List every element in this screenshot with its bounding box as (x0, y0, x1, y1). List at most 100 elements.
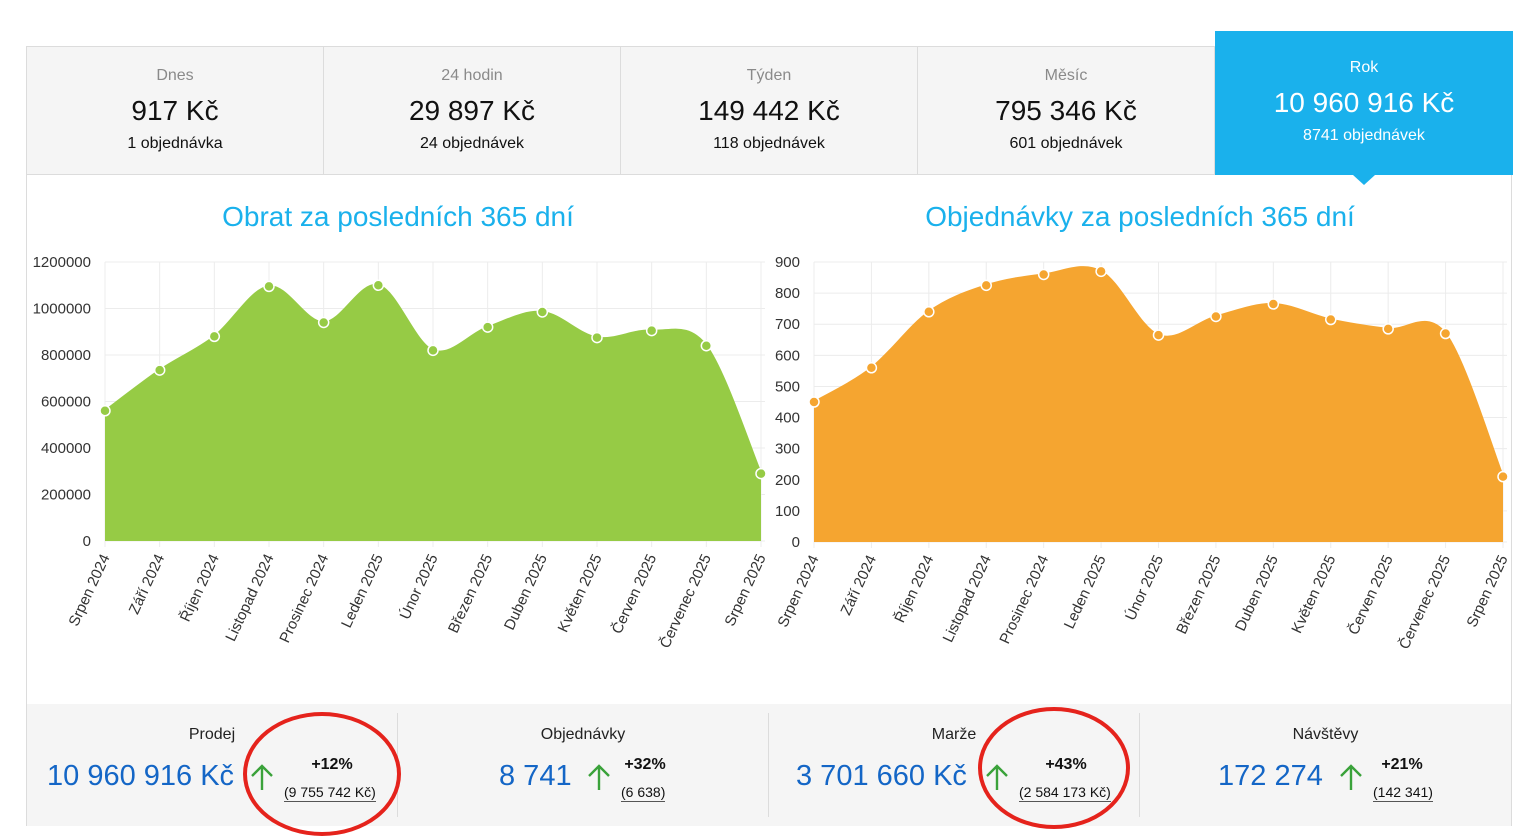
x-tick-label: Duben 2025 (501, 552, 551, 633)
x-tick-label: Srpen 2025 (1463, 553, 1511, 630)
y-tick-label: 1200000 (33, 254, 91, 271)
y-tick-label: 300 (775, 441, 800, 458)
x-tick-label: Listopad 2024 (940, 553, 995, 646)
revenue-chart: 0 200000 400000 600000 800000 1000000 1200000 S… (33, 254, 770, 651)
y-tick-label: 600000 (41, 394, 91, 411)
tab-orders: 24 objednávek (419, 135, 525, 152)
tab-title: Rok (1349, 59, 1379, 76)
y-tick-label: 400000 (41, 440, 91, 457)
data-point (153, 364, 166, 376)
data-point (591, 331, 603, 344)
data-point (1382, 323, 1394, 335)
tab-week[interactable]: Týden 149 442 Kč 118 objednávek (621, 47, 918, 175)
area-series (105, 284, 761, 541)
tab-24-hours[interactable]: 24 hodin 29 897 Kč 24 objednávek (324, 47, 621, 175)
x-tick-label: Srpen 2025 (721, 552, 769, 629)
data-point (481, 321, 494, 333)
tab-today[interactable]: Dnes 917 Kč 1 objednávka (27, 47, 324, 175)
data-point (1095, 265, 1107, 278)
x-tick-label: Září 2024 (126, 552, 169, 617)
stat-value-sales: 10 960 916 Kč (47, 760, 235, 792)
data-point (1152, 329, 1165, 341)
tab-amount: 795 346 Kč (995, 95, 1137, 126)
tab-amount: 29 897 Kč (408, 95, 536, 126)
area-series (814, 267, 1503, 542)
data-point (1210, 310, 1222, 323)
x-tick-label: Prosinec 2024 (276, 552, 332, 646)
orders-chart-title: Objednávky za posledních 365 dní (925, 201, 1355, 232)
y-tick-label: 800000 (41, 347, 91, 364)
y-tick-label: 1000000 (33, 301, 91, 318)
x-tick-label: Prosinec 2024 (996, 553, 1052, 647)
x-tick-label: Srpen 2024 (774, 553, 822, 630)
x-tick-label: Leden 2025 (1061, 553, 1110, 632)
up-arrow-icon (251, 764, 273, 790)
stat-label-sales: Prodej (188, 726, 236, 743)
y-tick-label: 200 (775, 472, 800, 489)
stat-previous-margin: (2 584 173 Kč) (1019, 784, 1111, 802)
x-tick-label: Říjen 2024 (177, 552, 223, 625)
tab-orders: 601 objednávek (1009, 135, 1123, 152)
data-point (372, 279, 385, 291)
tab-amount: 10 960 916 Kč (1273, 87, 1455, 118)
y-tick-label: 900 (775, 254, 800, 271)
data-point (808, 396, 820, 408)
data-point (263, 280, 275, 293)
tab-title: 24 hodin (441, 67, 503, 84)
y-tick-label: 200000 (41, 487, 91, 504)
tab-title: Dnes (156, 67, 194, 84)
stat-value-margin: 3 701 660 Kč (796, 760, 967, 792)
x-tick-label: Srpen 2024 (65, 552, 113, 629)
stat-change-orders: +32% (624, 756, 666, 773)
tab-orders: 1 objednávka (127, 135, 223, 152)
y-tick-label: 0 (792, 534, 800, 551)
y-tick-label: 700 (775, 316, 800, 333)
tab-orders: 118 objednávek (713, 135, 825, 152)
summary-stats: Prodej 10 960 916 Kč +12% (9 755 742 Kč)… (27, 704, 1511, 836)
x-tick-label: Září 2024 (837, 553, 880, 618)
tab-year[interactable]: Rok 10 960 916 Kč 8741 objednávek (1215, 31, 1513, 185)
period-tabs: Dnes 917 Kč 1 objednávka 24 hodin 29 897… (27, 31, 1513, 185)
data-point (1439, 327, 1452, 340)
tab-title: Týden (746, 67, 792, 84)
y-tick-label: 100 (775, 503, 800, 520)
x-tick-label: Červenec 2025 (657, 552, 715, 651)
tab-amount: 149 442 Kč (698, 95, 840, 126)
stat-value-orders: 8 741 (499, 760, 572, 792)
data-point (1267, 298, 1280, 310)
tab-orders: 8741 objednávek (1303, 127, 1425, 144)
data-point (645, 324, 658, 337)
y-tick-label: 500 (775, 378, 800, 395)
data-point (427, 344, 439, 357)
data-point (980, 279, 992, 292)
stat-value-visits: 172 274 (1218, 760, 1323, 792)
stat-previous-visits: (142 341) (1373, 784, 1433, 802)
data-point (317, 316, 330, 329)
revenue-chart-title: Obrat za posledních 365 dní (222, 201, 574, 232)
sales-dashboard: Dnes 917 Kč 1 objednávka 24 hodin 29 897… (26, 31, 1513, 836)
data-point (700, 339, 713, 352)
y-tick-label: 400 (775, 410, 800, 427)
x-tick-label: Duben 2025 (1232, 553, 1282, 634)
stat-change-sales: +12% (311, 756, 353, 773)
x-tick-label: Říjen 2024 (891, 553, 937, 626)
data-point (1325, 313, 1337, 326)
tab-month[interactable]: Měsíc 795 346 Kč 601 objednávek (918, 47, 1215, 175)
x-tick-label: Březen 2025 (445, 552, 496, 636)
divider (768, 713, 769, 817)
x-tick-label: Květen 2025 (1288, 553, 1339, 637)
y-tick-label: 0 (83, 533, 91, 550)
stat-label-orders: Objednávky (540, 726, 626, 743)
x-tick-label: Červenec 2025 (1396, 553, 1454, 652)
divider (1139, 713, 1140, 817)
x-tick-label: Březen 2025 (1173, 553, 1224, 637)
y-tick-label: 800 (775, 285, 800, 302)
stat-change-margin: +43% (1045, 756, 1087, 773)
data-point (208, 330, 221, 343)
data-point (536, 306, 549, 318)
data-point (1497, 470, 1509, 483)
x-tick-label: Listopad 2024 (222, 552, 277, 645)
stat-label-visits: Návštěvy (1292, 726, 1359, 743)
orders-chart: 0 100 200 300 400 500 600 700 800 900 Srpen 2024 Zá… (774, 254, 1511, 652)
tab-title: Měsíc (1044, 67, 1088, 84)
